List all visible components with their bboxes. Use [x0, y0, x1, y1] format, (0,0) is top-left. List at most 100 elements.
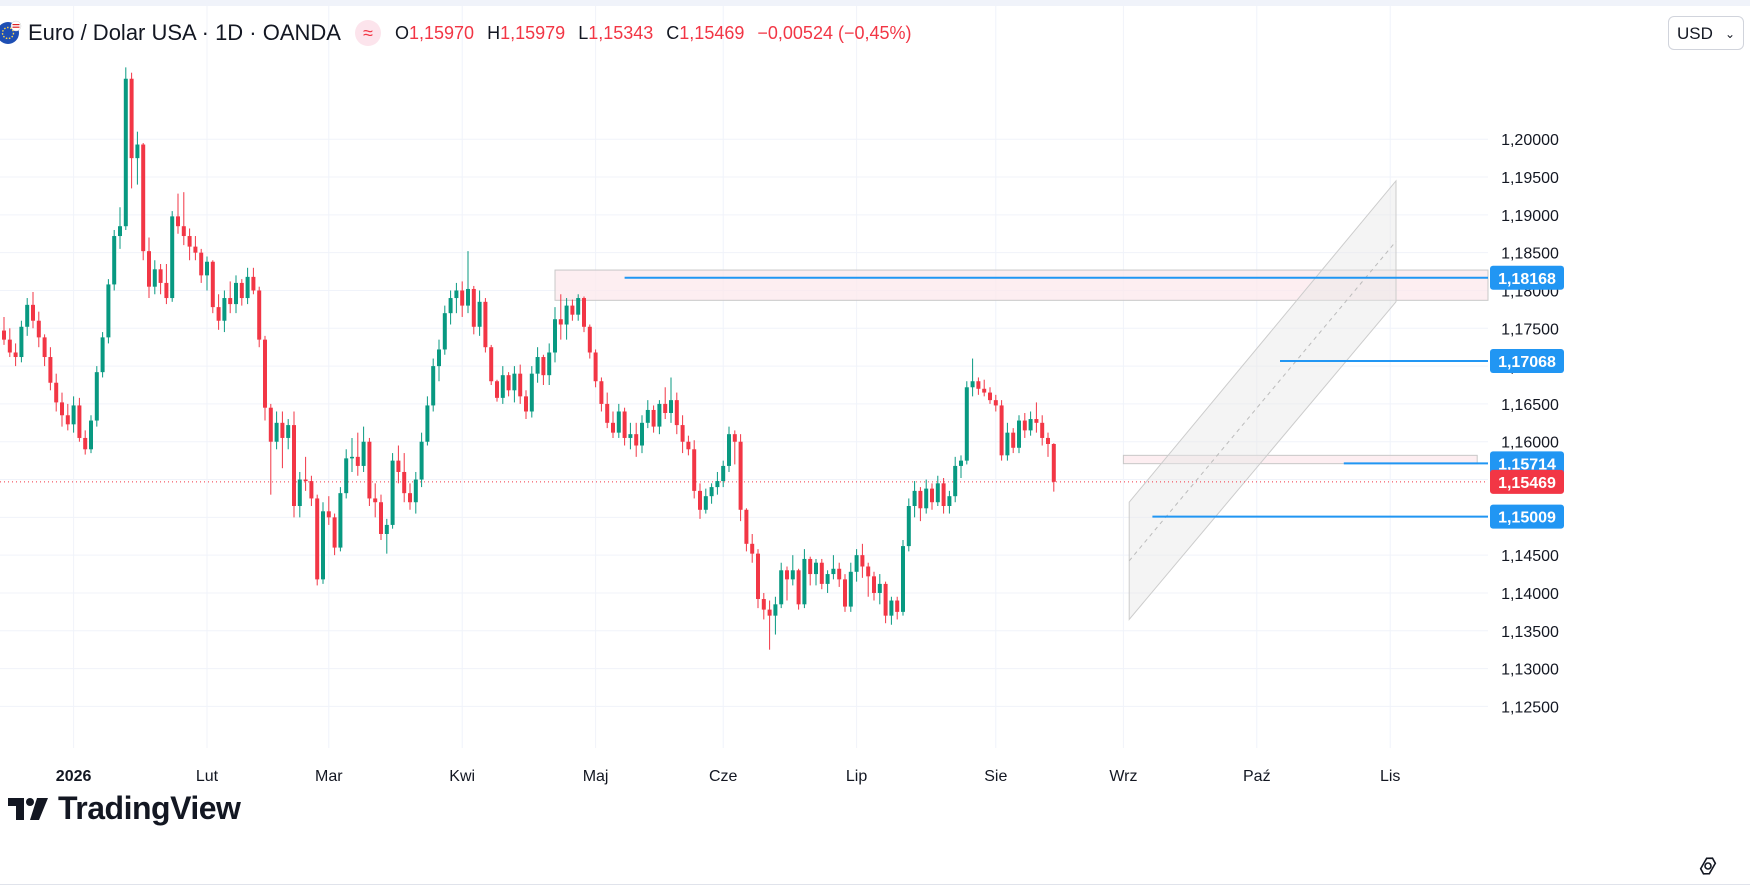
candle[interactable] — [71, 396, 76, 433]
candle[interactable] — [350, 437, 354, 472]
candle[interactable] — [152, 260, 157, 295]
candle[interactable] — [106, 279, 111, 344]
candle[interactable] — [442, 305, 447, 355]
currency-select[interactable]: USD ⌄ — [1668, 16, 1744, 50]
candle[interactable] — [506, 372, 511, 397]
candle[interactable] — [756, 549, 760, 609]
candle[interactable] — [877, 574, 882, 605]
candle[interactable] — [622, 407, 627, 446]
candle[interactable] — [808, 556, 813, 586]
candle[interactable] — [570, 299, 575, 321]
candle[interactable] — [83, 430, 88, 455]
candle[interactable] — [344, 449, 349, 499]
candle[interactable] — [970, 358, 975, 397]
candle[interactable] — [292, 411, 296, 518]
candle[interactable] — [367, 437, 372, 507]
candle[interactable] — [199, 248, 204, 283]
candle[interactable] — [744, 508, 749, 552]
candle[interactable] — [245, 267, 250, 305]
candle[interactable] — [912, 481, 917, 518]
candle[interactable] — [31, 291, 35, 329]
candle[interactable] — [1011, 428, 1016, 454]
candle[interactable] — [297, 471, 302, 518]
candle[interactable] — [489, 344, 494, 386]
candle[interactable] — [790, 555, 795, 586]
candle[interactable] — [866, 562, 871, 597]
candle[interactable] — [773, 596, 778, 635]
candle[interactable] — [628, 422, 633, 450]
candle[interactable] — [216, 294, 221, 330]
candle[interactable] — [454, 282, 459, 314]
candle[interactable] — [65, 403, 70, 431]
candle[interactable] — [384, 518, 389, 554]
candle[interactable] — [982, 379, 987, 397]
tradingview-logo[interactable]: TradingView — [8, 790, 241, 827]
candle[interactable] — [611, 411, 615, 438]
candle[interactable] — [918, 487, 923, 522]
candle[interactable] — [321, 502, 325, 584]
candle[interactable] — [732, 430, 737, 465]
candle[interactable] — [999, 400, 1004, 461]
candle[interactable] — [848, 562, 853, 612]
candle[interactable] — [593, 349, 598, 388]
candle[interactable] — [181, 192, 186, 246]
candle[interactable] — [234, 275, 238, 314]
wave-icon[interactable]: ≈ — [354, 20, 381, 46]
candle[interactable] — [518, 364, 523, 404]
candle[interactable] — [309, 475, 314, 507]
candle[interactable] — [512, 366, 517, 403]
candle[interactable] — [605, 392, 610, 429]
candle[interactable] — [802, 549, 807, 609]
candle[interactable] — [332, 513, 337, 556]
candle[interactable] — [738, 434, 743, 522]
candle[interactable] — [1040, 415, 1045, 446]
candle[interactable] — [837, 562, 842, 587]
candle[interactable] — [1022, 412, 1027, 438]
candle[interactable] — [587, 324, 592, 359]
gear-icon[interactable] — [1696, 854, 1720, 878]
candle[interactable] — [205, 256, 209, 291]
candle[interactable] — [170, 211, 175, 302]
candle[interactable] — [1051, 443, 1056, 492]
candle[interactable] — [721, 460, 726, 488]
candle[interactable] — [674, 392, 679, 435]
candle[interactable] — [338, 487, 343, 552]
candle[interactable] — [13, 343, 18, 367]
candle[interactable] — [959, 455, 963, 479]
candle[interactable] — [947, 490, 952, 514]
candle[interactable] — [251, 267, 256, 295]
candle[interactable] — [54, 373, 59, 412]
candle[interactable] — [529, 366, 534, 418]
candle[interactable] — [599, 377, 604, 412]
candle[interactable] — [495, 379, 499, 402]
candle[interactable] — [89, 415, 93, 454]
candle[interactable] — [228, 281, 233, 314]
candle[interactable] — [1046, 432, 1050, 457]
candle[interactable] — [193, 236, 198, 261]
candle[interactable] — [448, 290, 453, 325]
candle[interactable] — [976, 377, 981, 395]
candle[interactable] — [553, 307, 557, 363]
candle[interactable] — [564, 298, 569, 340]
candle[interactable] — [1028, 411, 1033, 436]
candle[interactable] — [524, 390, 528, 420]
candle[interactable] — [935, 475, 940, 507]
candle[interactable] — [895, 596, 900, 620]
candle[interactable] — [147, 237, 151, 299]
candle[interactable] — [77, 397, 82, 442]
candle[interactable] — [1034, 402, 1039, 433]
candle[interactable] — [118, 207, 122, 249]
candle[interactable] — [222, 290, 227, 333]
candle[interactable] — [692, 440, 697, 499]
candle[interactable] — [112, 229, 117, 291]
candle[interactable] — [286, 419, 291, 450]
candle[interactable] — [94, 366, 99, 427]
candle[interactable] — [390, 453, 395, 529]
candle[interactable] — [854, 549, 859, 582]
candle[interactable] — [930, 483, 934, 510]
candle[interactable] — [727, 426, 731, 472]
candle[interactable] — [796, 568, 801, 610]
candle[interactable] — [872, 571, 876, 601]
symbol-title[interactable]: Euro / Dolar USA · 1D · OANDA — [28, 20, 341, 45]
candle[interactable] — [547, 343, 552, 386]
